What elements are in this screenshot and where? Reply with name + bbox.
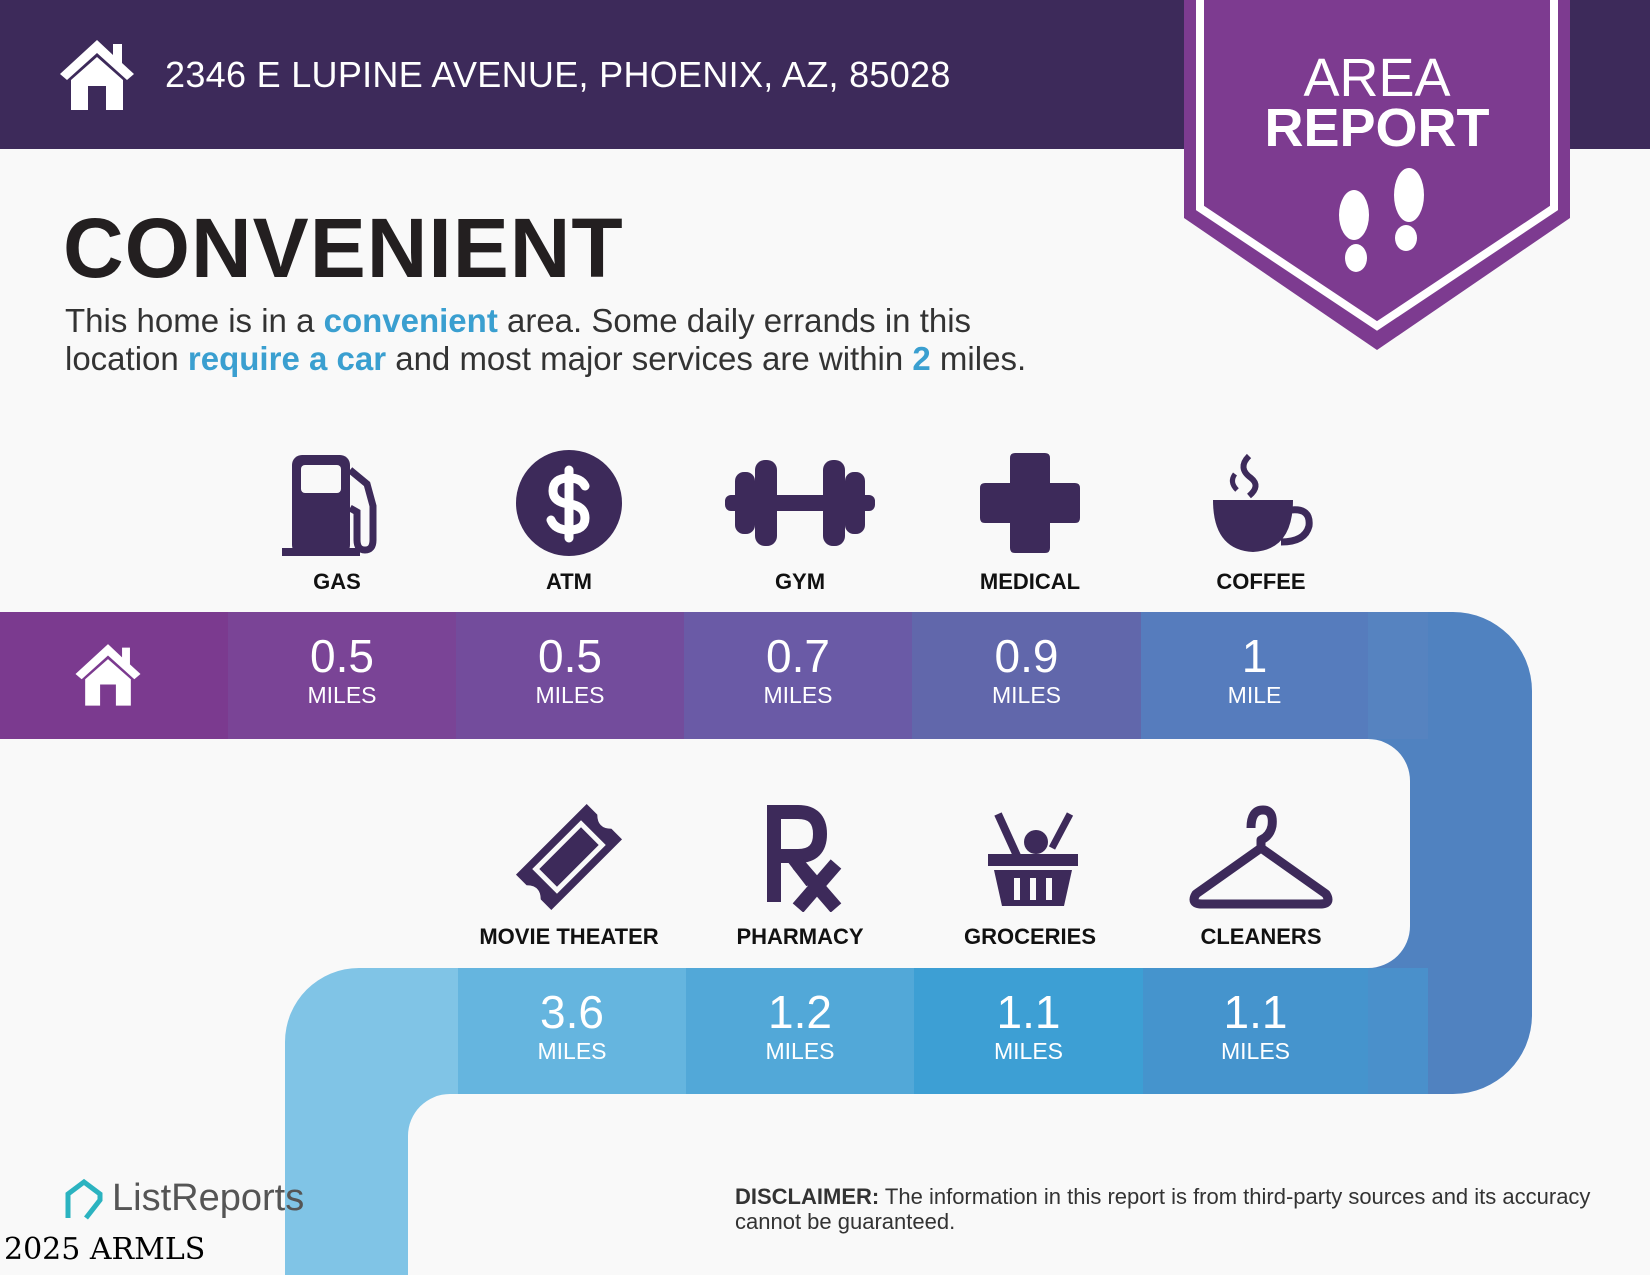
area-report-badge bbox=[1184, 0, 1570, 350]
distance-movie-theater: 3.6 MILES bbox=[458, 968, 686, 1094]
property-address: 2346 E LUPINE AVENUE, PHOENIX, AZ, 85028 bbox=[165, 54, 951, 95]
label-gas: GAS bbox=[313, 569, 361, 594]
coffee-cup-icon bbox=[1213, 453, 1313, 552]
distance-gas: 0.5 MILES bbox=[228, 612, 456, 739]
label-medical: MEDICAL bbox=[979, 569, 1081, 594]
distance-cleaners: 1.1 MILES bbox=[1143, 968, 1368, 1094]
label-movie-theater: MOVIE THEATER bbox=[479, 924, 659, 949]
badge-line-2: REPORT bbox=[1264, 98, 1490, 158]
distance-pharmacy: 1.2 MILES bbox=[686, 968, 914, 1094]
hanger-icon bbox=[1189, 805, 1333, 909]
rx-icon bbox=[767, 805, 842, 912]
label-pharmacy: PHARMACY bbox=[736, 924, 864, 949]
listreports-logo-icon bbox=[65, 1178, 103, 1220]
footprints-icon bbox=[1339, 168, 1424, 272]
home-icon bbox=[60, 40, 134, 110]
summary-line-2: location require a car and most major se… bbox=[65, 340, 1027, 377]
label-groceries: GROCERIES bbox=[963, 924, 1097, 949]
badge-line-1: AREA bbox=[1303, 48, 1451, 108]
distance-gym: 0.7 MILES bbox=[684, 612, 912, 739]
page-title: CONVENIENT bbox=[63, 201, 624, 295]
disclaimer: DISCLAIMER: The information in this repo… bbox=[735, 1184, 1591, 1234]
label-coffee: COFFEE bbox=[1216, 569, 1306, 594]
label-cleaners: CLEANERS bbox=[1200, 924, 1322, 949]
grocery-basket-icon bbox=[988, 812, 1078, 906]
distance-groceries: 1.1 MILES bbox=[914, 968, 1143, 1094]
label-atm: ATM bbox=[545, 569, 593, 594]
distance-coffee: 1 MILE bbox=[1141, 612, 1368, 739]
dollar-icon bbox=[516, 450, 622, 556]
dumbbell-icon bbox=[725, 460, 875, 546]
listreports-logo: ListReports bbox=[112, 1177, 305, 1219]
medical-cross-icon bbox=[980, 453, 1080, 553]
label-gym: GYM bbox=[774, 569, 826, 594]
distance-medical: 0.9 MILES bbox=[912, 612, 1141, 739]
distance-atm: 0.5 MILES bbox=[456, 612, 684, 739]
gas-pump-icon bbox=[282, 455, 377, 556]
watermark: 2025 ARMLS bbox=[4, 1232, 206, 1267]
ticket-icon bbox=[515, 803, 623, 911]
summary-line-1: This home is in a convenient area. Some … bbox=[65, 302, 972, 339]
home-icon bbox=[75, 644, 141, 706]
